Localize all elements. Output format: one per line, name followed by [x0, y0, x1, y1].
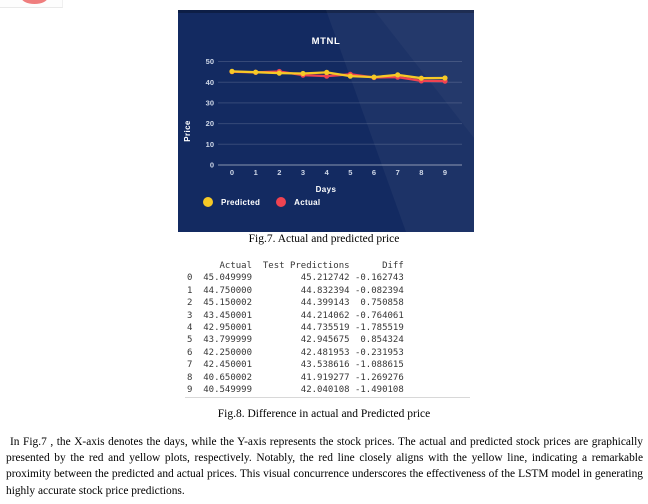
actual-legend-label: Actual [294, 197, 321, 207]
svg-text:3: 3 [301, 168, 305, 177]
svg-text:40: 40 [206, 78, 214, 87]
fig7-caption: Fig.7. Actual and predicted price [248, 233, 400, 245]
chart-title: MTNL [311, 36, 341, 47]
predicted-legend-dot-icon [203, 197, 213, 207]
predictions-dataframe: Actual Test Predictions Diff 0 45.049999… [187, 261, 404, 396]
predicted-series [229, 68, 448, 81]
fig8-caption: Fig.8. Difference in actual and Predicte… [217, 408, 431, 420]
svg-text:2: 2 [277, 168, 281, 177]
svg-text:1: 1 [254, 168, 258, 177]
chart-top-strip [178, 10, 474, 13]
svg-text:4: 4 [325, 168, 330, 177]
gridlines: 0 10 20 30 40 50 [206, 57, 462, 170]
svg-text:20: 20 [206, 119, 214, 128]
body-paragraph: In Fig.7 , the X-axis denotes the days, … [6, 436, 643, 497]
svg-text:7: 7 [396, 168, 400, 177]
x-tick-labels: 0 1 2 3 4 5 6 7 8 9 [230, 168, 447, 177]
svg-text:30: 30 [206, 99, 214, 108]
svg-text:6: 6 [372, 168, 376, 177]
x-axis-label: Days [315, 185, 337, 194]
svg-text:50: 50 [206, 57, 214, 66]
y-axis-label: Price [183, 120, 192, 142]
red-dot-icon [21, 0, 48, 4]
bg-facet [326, 10, 474, 232]
chart-legend: Predicted Actual [203, 196, 320, 208]
table-bottom-rule [185, 397, 470, 398]
svg-text:0: 0 [230, 168, 234, 177]
actual-legend-dot-icon [276, 197, 287, 207]
fig7-stock-chart: 0 10 20 30 40 50 0 1 2 3 4 5 6 7 8 9 MTNL Price Days Pr… [178, 10, 474, 232]
svg-text:8: 8 [419, 168, 423, 177]
chart-plot-area: 0 10 20 30 40 50 0 1 2 3 4 5 6 7 8 9 [206, 10, 474, 232]
svg-text:10: 10 [206, 140, 214, 149]
predicted-legend-label: Predicted [221, 197, 261, 207]
svg-text:0: 0 [210, 161, 214, 170]
window-corner-fragment [0, 0, 63, 8]
svg-text:9: 9 [443, 168, 447, 177]
svg-text:5: 5 [348, 168, 352, 177]
